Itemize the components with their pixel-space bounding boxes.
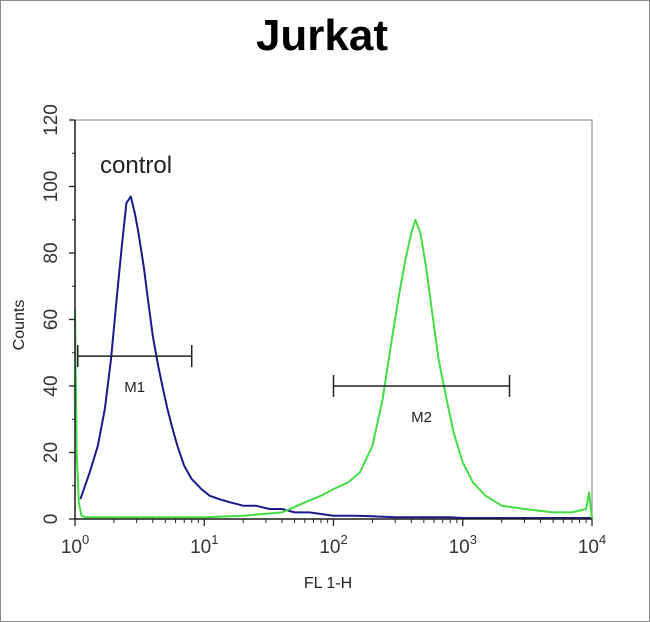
- x-axis-label: FL 1-H: [304, 575, 352, 592]
- x-tick-label-3: 103: [449, 532, 477, 558]
- y-tick-label-5: 100: [41, 171, 62, 203]
- chart-title: Jurkat: [256, 11, 388, 60]
- marker-group: M1 M2: [76, 345, 511, 426]
- m1-gate-label: M1: [124, 379, 145, 396]
- x-tick-label-2: 102: [319, 532, 347, 558]
- y-tick-label-0: 0: [41, 514, 62, 525]
- plot-area-border: [74, 119, 593, 520]
- y-axis-label: Counts: [11, 300, 28, 351]
- x-tick-label-0: 100: [61, 532, 89, 558]
- y-tick-label-4: 80: [41, 242, 62, 263]
- y-tick-label-3: 60: [41, 309, 62, 330]
- x-axis-ticks: 100 101 102 103 104: [61, 519, 606, 558]
- x-tick-label-1: 101: [190, 532, 218, 558]
- control-annotation: control: [100, 152, 172, 179]
- y-tick-label-1: 20: [41, 442, 62, 463]
- y-tick-label-2: 40: [41, 375, 62, 396]
- y-tick-label-6: 120: [41, 104, 62, 136]
- series-2-line: [74, 218, 593, 520]
- x-tick-label-4: 104: [578, 532, 606, 558]
- m2-gate-label: M2: [411, 409, 432, 426]
- series-group: [74, 195, 593, 520]
- series-1-line: [79, 195, 592, 519]
- y-axis-ticks: 0 20 40 60 80 100 120: [41, 104, 75, 524]
